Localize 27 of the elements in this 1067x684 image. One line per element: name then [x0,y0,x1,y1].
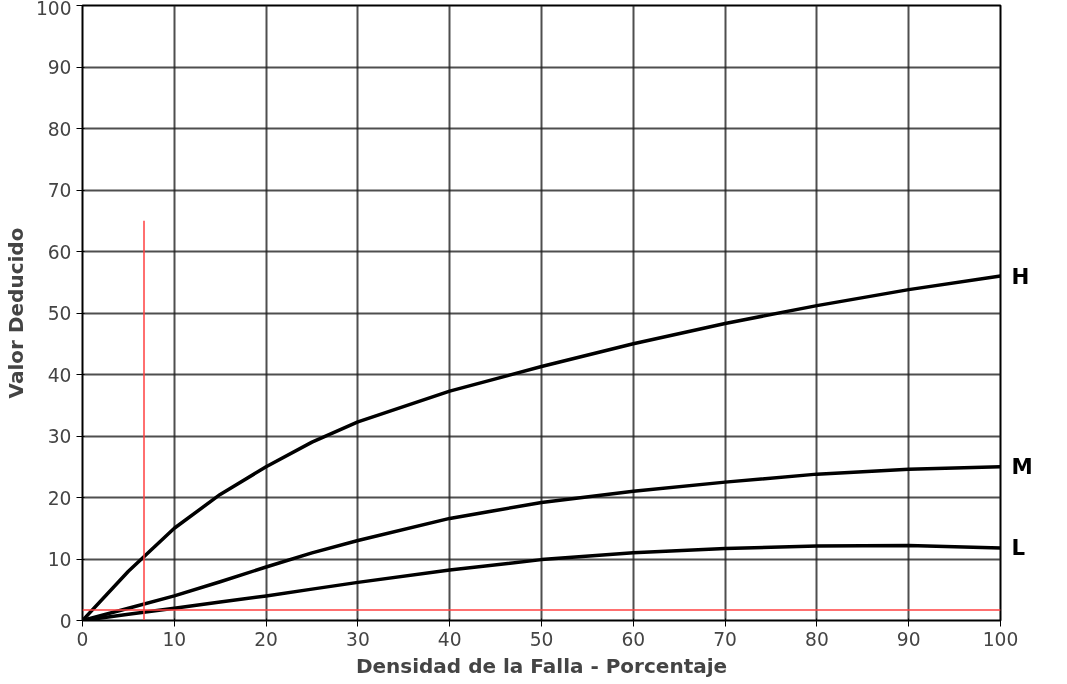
y-tick-label: 60 [47,241,72,263]
x-axis-title: Densidad de la Falla - Porcentaje [355,653,728,678]
x-tick-label: 10 [162,628,187,650]
y-tick-label: 50 [47,303,72,324]
x-tick-label: 30 [346,628,370,650]
x-tick-label: 80 [805,628,829,650]
x-tick-label: 40 [437,628,462,650]
y-tick-label: 90 [47,57,72,78]
y-axis-title: Valor Deducido [3,227,28,399]
x-tick-label: 60 [621,628,646,650]
x-tick-label: 100 [982,628,1019,650]
y-tick-label: 80 [47,118,72,140]
y-tick-label: 10 [47,549,72,570]
x-tick-label: 20 [254,628,278,650]
series-label: M [1011,454,1033,480]
y-tick-label: 0 [59,610,72,632]
x-tick-label: 50 [529,628,554,650]
x-tick-label: 90 [896,628,921,650]
x-tick-label: 70 [713,628,737,650]
x-tick-label: 0 [76,628,89,650]
y-tick-label: 40 [47,364,72,386]
y-tick-label: 30 [47,426,72,447]
series-label: H [1011,263,1030,289]
y-tick-label: 100 [35,0,72,19]
series-label: L [1011,535,1026,561]
y-tick-label: 20 [47,487,72,509]
y-tick-label: 70 [47,180,72,201]
